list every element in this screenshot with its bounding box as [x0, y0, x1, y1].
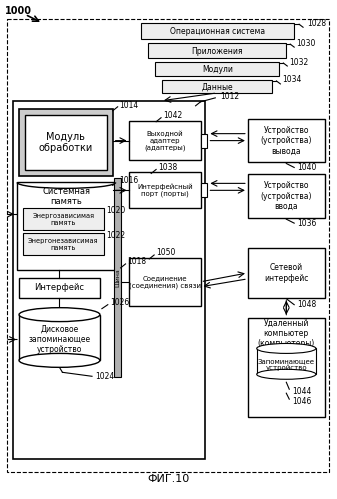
Bar [23, 208, 104, 230]
Bar [155, 62, 279, 76]
Bar [13, 101, 206, 459]
Text: 1030: 1030 [296, 38, 315, 48]
Text: 1040: 1040 [297, 163, 316, 172]
Bar [17, 182, 116, 270]
Text: Устройство
(устройства)
ввода: Устройство (устройства) ввода [261, 182, 312, 211]
Text: 1044: 1044 [292, 387, 312, 396]
Text: Данные: Данные [202, 82, 233, 91]
Bar [19, 278, 100, 298]
Bar [23, 233, 104, 255]
Text: Операционная система: Операционная система [170, 27, 265, 36]
Text: Энергонезависимая
память: Энергонезависимая память [28, 238, 99, 250]
Text: 1032: 1032 [289, 57, 308, 66]
Bar [248, 318, 325, 417]
Bar [148, 43, 286, 58]
Bar [19, 315, 100, 360]
Text: 1024: 1024 [95, 372, 114, 381]
Bar [129, 258, 201, 306]
Bar [248, 175, 325, 218]
Bar [162, 80, 273, 93]
Ellipse shape [257, 343, 316, 353]
Text: 1016: 1016 [120, 176, 139, 185]
Text: 1038: 1038 [158, 163, 177, 172]
Ellipse shape [19, 353, 100, 367]
Text: Устройство
(устройства)
вывода: Устройство (устройства) вывода [261, 126, 312, 156]
Bar [25, 115, 107, 171]
Text: Шина: Шина [115, 268, 120, 287]
Bar [201, 134, 207, 148]
Text: 1050: 1050 [156, 249, 176, 257]
Text: 1020: 1020 [106, 206, 125, 215]
Bar [129, 173, 201, 208]
Text: Приложения: Приложения [191, 46, 243, 55]
Text: Интерфейс: Интерфейс [34, 283, 85, 292]
Text: 1012: 1012 [220, 92, 239, 101]
Text: Системная
память: Системная память [42, 187, 90, 206]
Text: 1048: 1048 [297, 300, 316, 309]
Text: Удаленный
компьютер
(компьютеры): Удаленный компьютер (компьютеры) [258, 319, 315, 348]
Bar [19, 109, 113, 177]
Text: 1046: 1046 [292, 397, 312, 406]
Bar [248, 119, 325, 163]
Ellipse shape [19, 308, 100, 321]
Text: Сетевой
интерфейс: Сетевой интерфейс [264, 263, 308, 282]
Text: Соединение
(соединения) связи: Соединение (соединения) связи [129, 275, 201, 288]
Bar [114, 179, 121, 377]
Text: Модуль
обработки: Модуль обработки [38, 132, 93, 153]
Text: 1028: 1028 [307, 19, 326, 28]
Text: 1018: 1018 [127, 257, 147, 266]
Text: 1014: 1014 [120, 101, 139, 110]
Text: 1034: 1034 [282, 75, 302, 84]
Text: 1042: 1042 [163, 111, 182, 120]
Ellipse shape [257, 369, 316, 379]
Text: 1000: 1000 [5, 6, 32, 16]
Text: Дисковое
запоминающее
устройство: Дисковое запоминающее устройство [28, 324, 91, 354]
Text: 1022: 1022 [106, 231, 125, 240]
Text: Выходной
адаптер
(адаптеры): Выходной адаптер (адаптеры) [144, 130, 186, 151]
Text: Энергозависимая
память: Энергозависимая память [32, 213, 94, 226]
Bar [141, 23, 294, 39]
Bar [248, 248, 325, 298]
Text: 1026: 1026 [110, 298, 129, 307]
Text: Интерфейсный
порт (порты): Интерфейсный порт (порты) [137, 183, 193, 197]
Bar [129, 121, 201, 161]
Text: Запоминающее
устройство: Запоминающее устройство [258, 358, 315, 371]
Bar [257, 348, 316, 374]
Text: 1036: 1036 [297, 219, 316, 228]
Bar [201, 183, 207, 197]
Text: Модули: Модули [202, 64, 233, 73]
Text: ФИГ.10: ФИГ.10 [148, 474, 190, 484]
